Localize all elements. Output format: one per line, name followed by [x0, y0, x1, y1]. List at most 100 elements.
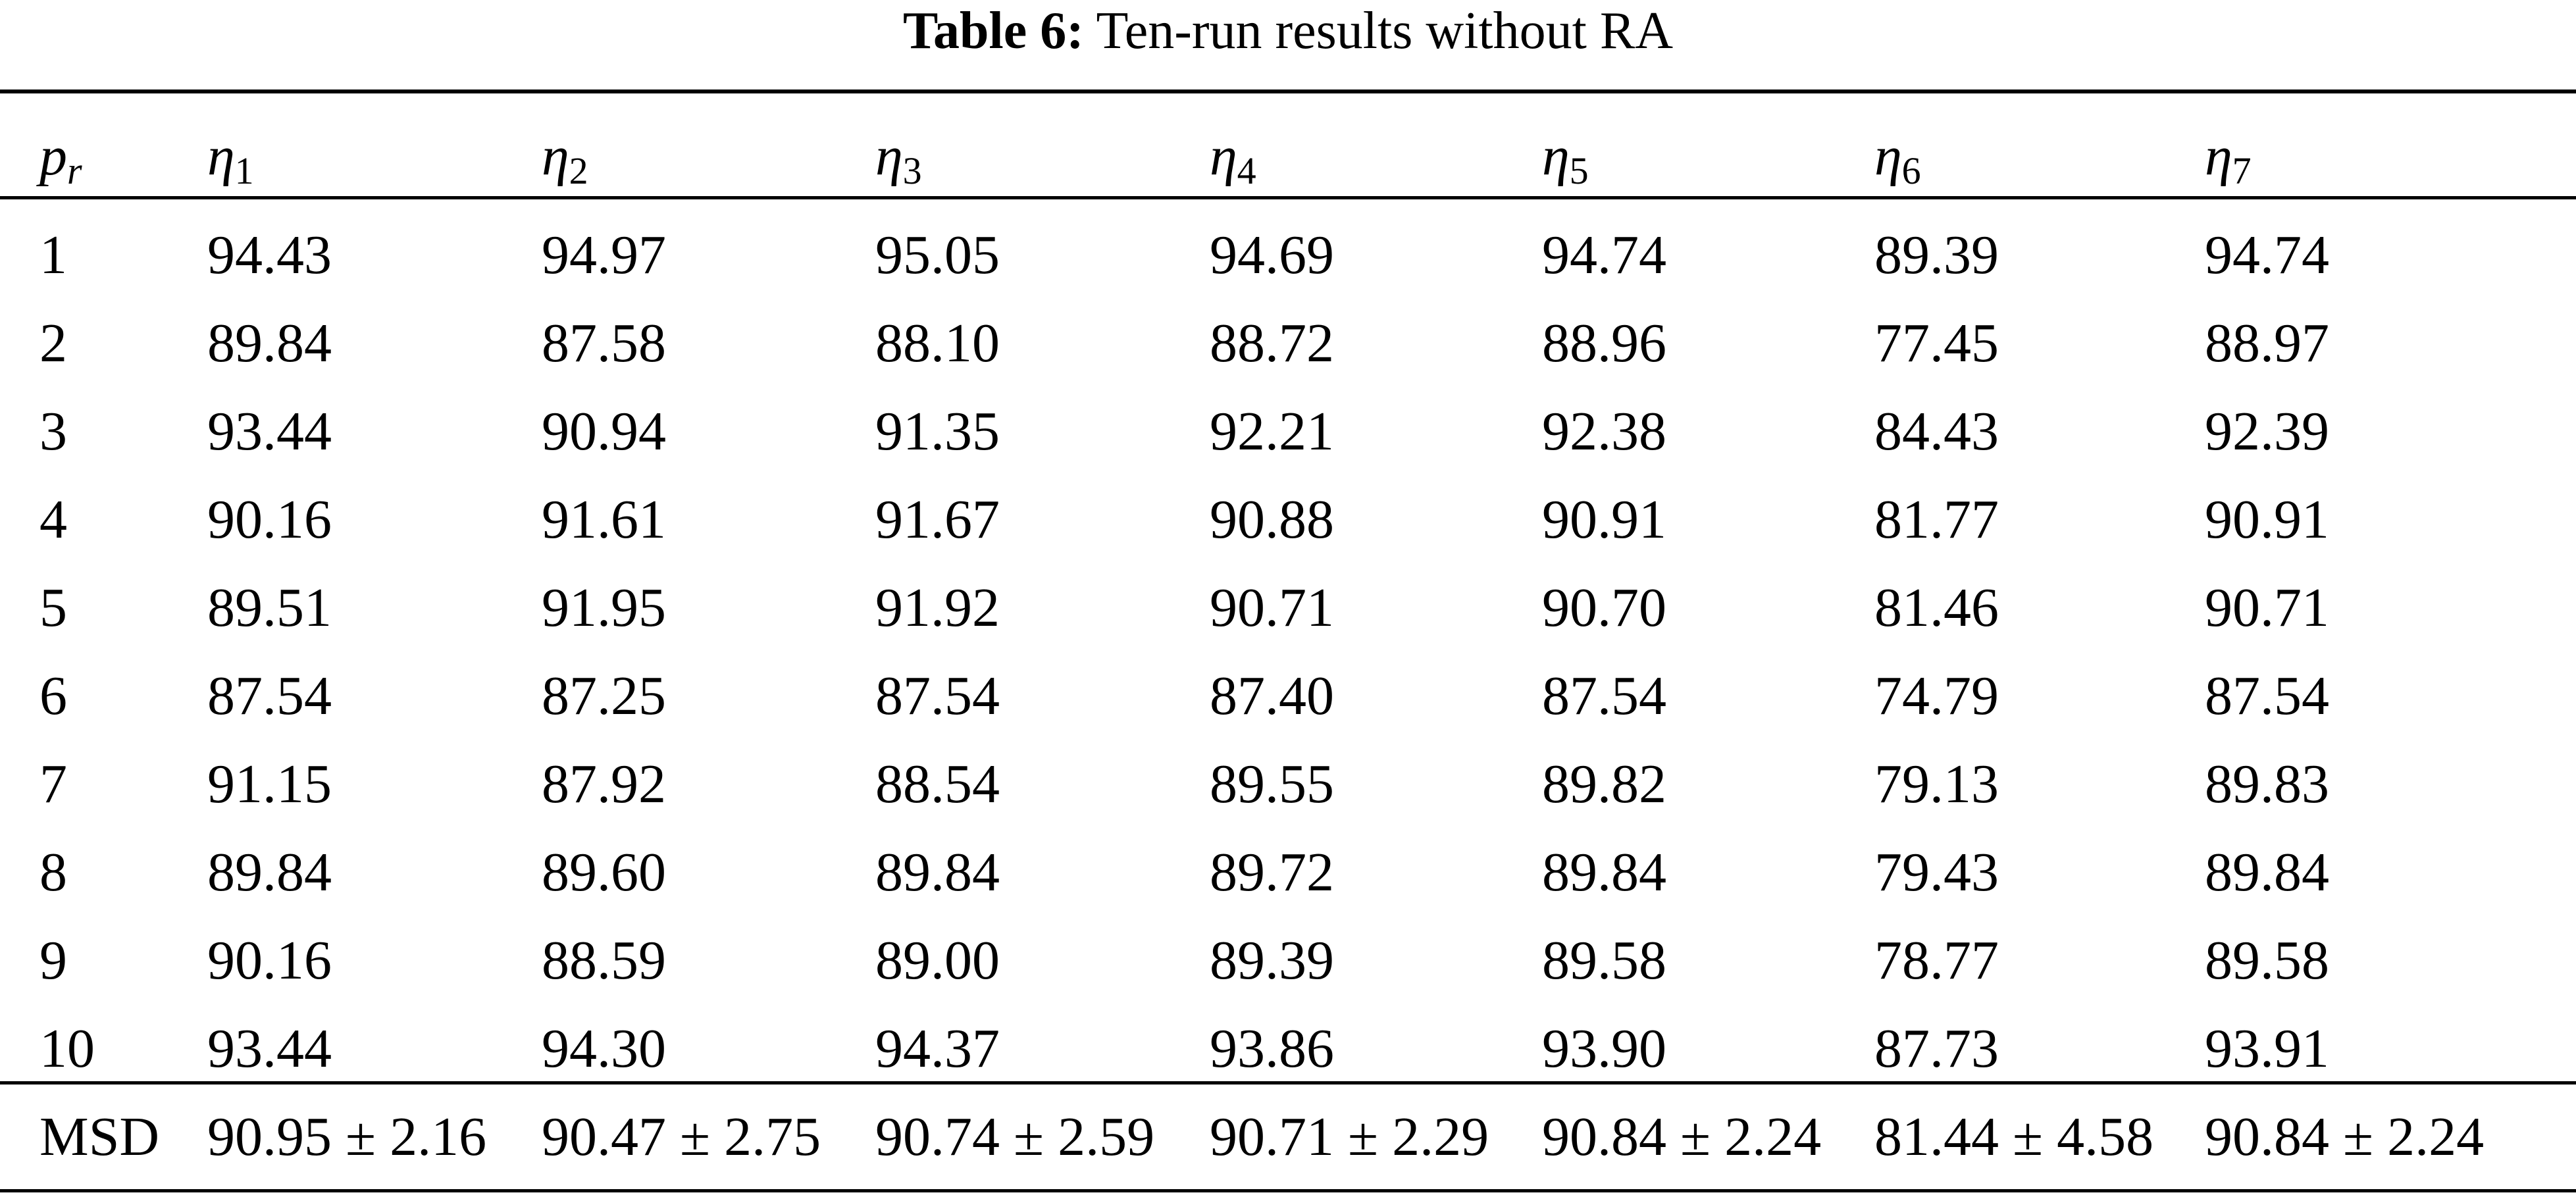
run-index-cell: 1 [39, 224, 67, 286]
value-cell: 91.15 [207, 753, 332, 815]
value-cell: 93.90 [1542, 1018, 1666, 1079]
msd-value: 90.74 ± 2.59 [875, 1106, 1155, 1167]
value-cell: 81.46 [1874, 577, 1999, 638]
header-eta-1: η1 [207, 126, 254, 192]
value-cell: 92.21 [1210, 401, 1334, 462]
table-caption: Table 6: Ten-run results without RA [0, 0, 2576, 76]
value-cell: 93.44 [207, 401, 332, 462]
value-cell: 89.84 [207, 313, 332, 374]
run-index-cell: 10 [39, 1018, 95, 1079]
header-eta-5: η5 [1542, 126, 1589, 192]
run-index-cell: 5 [39, 577, 67, 638]
value-cell: 93.91 [2205, 1018, 2329, 1079]
value-cell: 93.44 [207, 1018, 332, 1079]
caption-text: Ten-run results without RA [1096, 2, 1673, 60]
run-index-cell: 3 [39, 401, 67, 462]
value-cell: 91.35 [875, 401, 1000, 462]
value-cell: 91.92 [875, 577, 1000, 638]
value-cell: 89.84 [1542, 842, 1666, 903]
msd-value: 90.84 ± 2.24 [2205, 1106, 2485, 1167]
value-cell: 94.74 [1542, 224, 1666, 286]
caption-label: Table 6: [903, 2, 1084, 60]
value-cell: 81.77 [1874, 489, 1999, 550]
value-cell: 88.54 [875, 753, 1000, 815]
value-cell: 91.67 [875, 489, 1000, 550]
value-cell: 90.16 [207, 489, 332, 550]
value-cell: 87.54 [875, 665, 1000, 727]
value-cell: 90.91 [1542, 489, 1666, 550]
value-cell: 94.74 [2205, 224, 2329, 286]
value-cell: 77.45 [1874, 313, 1999, 374]
value-cell: 87.54 [207, 665, 332, 727]
value-cell: 89.83 [2205, 753, 2329, 815]
value-cell: 93.86 [1210, 1018, 1334, 1079]
msd-value: 90.47 ± 2.75 [542, 1106, 821, 1167]
value-cell: 88.59 [542, 930, 666, 991]
value-cell: 87.25 [542, 665, 666, 727]
value-cell: 90.88 [1210, 489, 1334, 550]
value-cell: 95.05 [875, 224, 1000, 286]
value-cell: 92.39 [2205, 401, 2329, 462]
value-cell: 94.97 [542, 224, 666, 286]
run-index-cell: 9 [39, 930, 67, 991]
header-eta-3: η3 [875, 126, 922, 192]
run-index-cell: 6 [39, 665, 67, 727]
value-cell: 90.71 [2205, 577, 2329, 638]
value-cell: 89.84 [207, 842, 332, 903]
header-eta-6: η6 [1874, 126, 1921, 192]
value-cell: 87.54 [1542, 665, 1666, 727]
value-cell: 87.40 [1210, 665, 1334, 727]
value-cell: 89.51 [207, 577, 332, 638]
run-index-cell: 7 [39, 753, 67, 815]
value-cell: 88.97 [2205, 313, 2329, 374]
value-cell: 84.43 [1874, 401, 1999, 462]
value-cell: 87.58 [542, 313, 666, 374]
value-cell: 90.16 [207, 930, 332, 991]
top-rule [0, 89, 2576, 93]
value-cell: 89.58 [1542, 930, 1666, 991]
value-cell: 87.54 [2205, 665, 2329, 727]
header-eta-7: η7 [2205, 126, 2252, 192]
value-cell: 89.82 [1542, 753, 1666, 815]
value-cell: 78.77 [1874, 930, 1999, 991]
value-cell: 94.30 [542, 1018, 666, 1079]
value-cell: 91.61 [542, 489, 666, 550]
value-cell: 89.39 [1874, 224, 1999, 286]
header-pr: pr [39, 126, 82, 192]
run-index-cell: 8 [39, 842, 67, 903]
value-cell: 89.00 [875, 930, 1000, 991]
msd-value: 90.71 ± 2.29 [1210, 1106, 1489, 1167]
value-cell: 92.38 [1542, 401, 1666, 462]
value-cell: 91.95 [542, 577, 666, 638]
value-cell: 88.96 [1542, 313, 1666, 374]
header-eta-2: η2 [542, 126, 588, 192]
msd-label: MSD [39, 1106, 160, 1167]
value-cell: 94.69 [1210, 224, 1334, 286]
value-cell: 79.13 [1874, 753, 1999, 815]
value-cell: 89.60 [542, 842, 666, 903]
value-cell: 90.70 [1542, 577, 1666, 638]
value-cell: 89.58 [2205, 930, 2329, 991]
run-index-cell: 4 [39, 489, 67, 550]
header-eta-4: η4 [1210, 126, 1256, 192]
msd-value: 81.44 ± 4.58 [1874, 1106, 2154, 1167]
run-index-cell: 2 [39, 313, 67, 374]
value-cell: 94.43 [207, 224, 332, 286]
value-cell: 89.84 [875, 842, 1000, 903]
bottom-rule [0, 1189, 2576, 1192]
value-cell: 79.43 [1874, 842, 1999, 903]
value-cell: 88.72 [1210, 313, 1334, 374]
value-cell: 88.10 [875, 313, 1000, 374]
value-cell: 74.79 [1874, 665, 1999, 727]
value-cell: 89.72 [1210, 842, 1334, 903]
msd-value: 90.95 ± 2.16 [207, 1106, 487, 1167]
value-cell: 89.84 [2205, 842, 2329, 903]
value-cell: 90.94 [542, 401, 666, 462]
value-cell: 90.71 [1210, 577, 1334, 638]
header-rule [0, 196, 2576, 199]
value-cell: 89.55 [1210, 753, 1334, 815]
value-cell: 90.91 [2205, 489, 2329, 550]
msd-value: 90.84 ± 2.24 [1542, 1106, 1822, 1167]
value-cell: 87.92 [542, 753, 666, 815]
msd-rule [0, 1081, 2576, 1084]
